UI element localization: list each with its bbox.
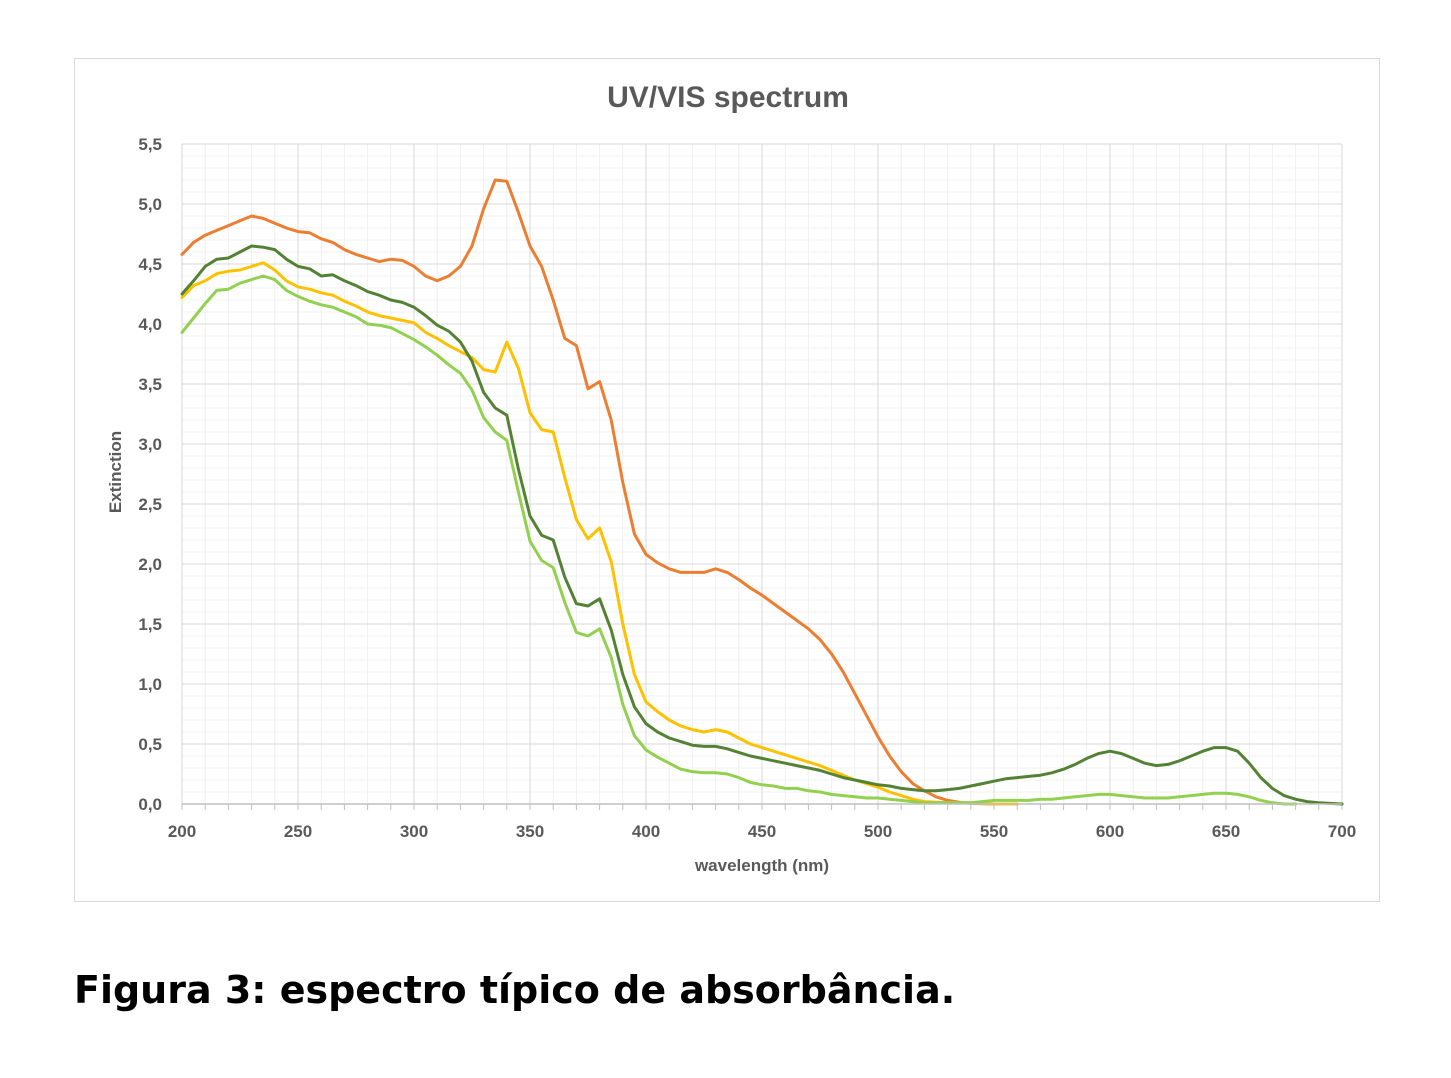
x-tick-label: 550 [980,822,1008,841]
series-line-1 [180,178,1019,806]
series-line-3 [180,244,1344,806]
x-tick-label: 600 [1096,822,1124,841]
x-tick-label: 200 [168,822,196,841]
x-tick-label: 300 [400,822,428,841]
series-layer [180,178,1344,806]
major-grid [181,143,1343,810]
x-tick-label: 450 [748,822,776,841]
y-tick-label: 5,0 [138,195,162,214]
y-tick-label: 0,0 [138,795,162,814]
uv-vis-chart: 200 250 300 350 400 450 500 550 600 650 700 0,0 0,5… [106,81,1356,875]
y-axis-title: Extinction [106,431,125,513]
x-tick-label: 350 [516,822,544,841]
y-tick-label: 3,5 [138,375,162,394]
y-tick-label: 4,5 [138,255,162,274]
y-tick-label: 3,0 [138,435,162,454]
figure-caption: Figura 3: espectro típico de absorbância… [74,968,956,1012]
y-tick-label: 0,5 [138,735,162,754]
y-tick-labels: 0,0 0,5 1,0 1,5 2,0 2,5 3,0 3,5 4,0 4,5 5,0 5,5 [138,135,162,814]
x-tick-label: 400 [632,822,660,841]
y-tick-label: 1,5 [138,615,162,634]
chart-title: UV/VIS spectrum [607,81,849,114]
series-line-2 [180,261,1019,806]
x-tick-labels: 200 250 300 350 400 450 500 550 600 650 700 [168,822,1356,841]
x-tick-label: 700 [1328,822,1356,841]
series-line-4 [180,274,1298,806]
y-tick-label: 4,0 [138,315,162,334]
y-tick-label: 2,5 [138,495,162,514]
x-axis-title: wavelength (nm) [694,856,829,875]
x-tick-label: 500 [864,822,892,841]
x-tick-label: 250 [284,822,312,841]
y-tick-label: 1,0 [138,675,162,694]
y-tick-label: 5,5 [138,135,162,154]
chart-frame: 200 250 300 350 400 450 500 550 600 650 700 0,0 0,5… [74,58,1380,902]
y-tick-label: 2,0 [138,555,162,574]
x-tick-label: 650 [1212,822,1240,841]
